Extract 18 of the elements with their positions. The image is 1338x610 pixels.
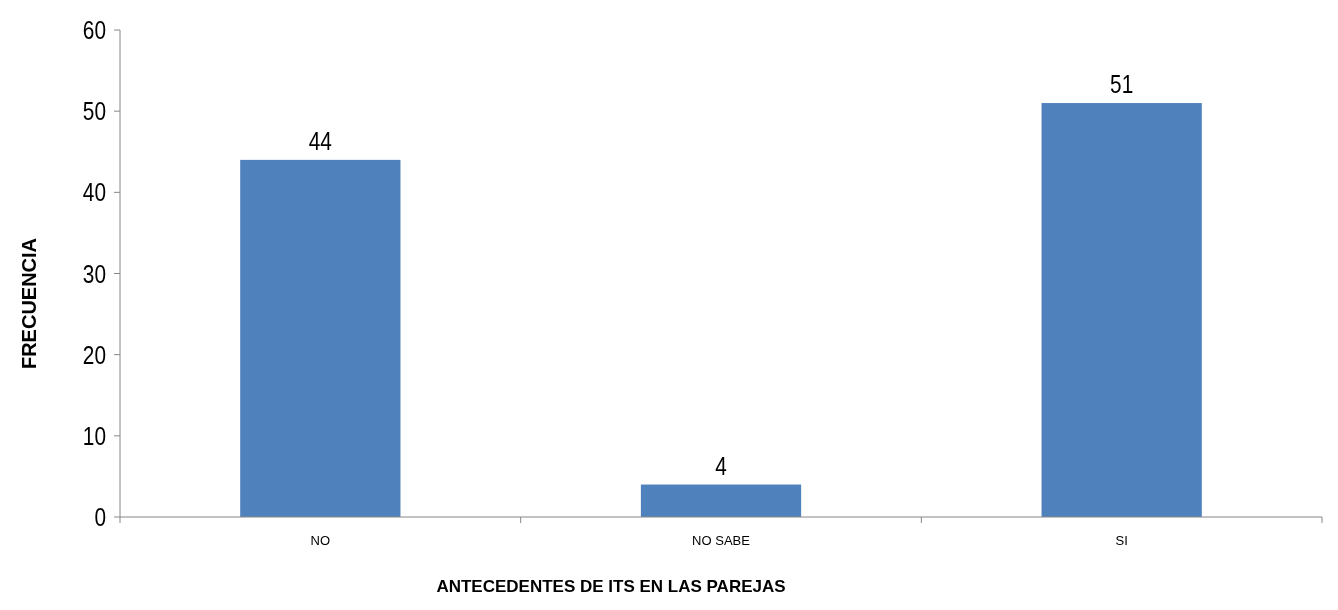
x-tick-label: NO SABE	[692, 533, 751, 548]
bar	[640, 484, 802, 517]
x-tick-label: NO	[310, 533, 331, 548]
data-label: 4	[715, 451, 727, 481]
data-label: 44	[308, 126, 332, 156]
bar	[1041, 103, 1202, 517]
y-tick-label: 60	[82, 15, 106, 45]
y-axis-title: FRECUENCIA	[18, 237, 40, 370]
data-label: 51	[1110, 69, 1134, 99]
x-axis-title: ANTECEDENTES DE ITS EN LAS PAREJAS	[436, 577, 786, 596]
y-tick-label: 10	[82, 421, 106, 451]
y-tick-label: 20	[82, 340, 106, 370]
x-tick-label: SI	[1115, 533, 1128, 548]
y-tick-label: 50	[82, 97, 106, 126]
y-tick-label: 30	[82, 259, 106, 289]
y-tick-label: 0	[94, 502, 106, 532]
bar	[240, 159, 401, 517]
y-tick-label: 40	[82, 178, 106, 207]
